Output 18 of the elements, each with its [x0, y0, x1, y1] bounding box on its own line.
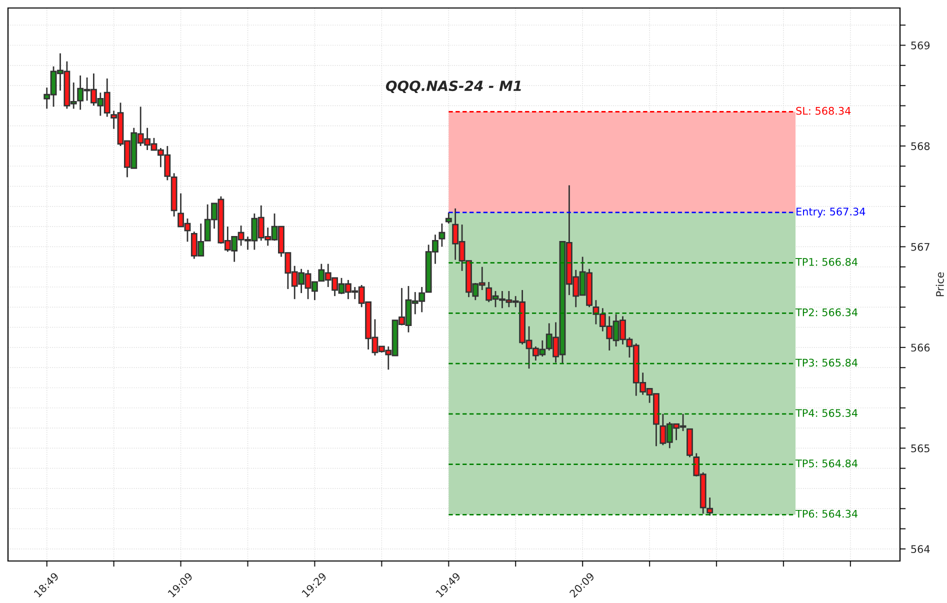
y-tick-label: 565 — [911, 444, 930, 452]
y-tick-label: 564 — [911, 545, 930, 554]
y-axis-title: Price — [936, 272, 944, 296]
series-label: TP6: 564.34 — [796, 510, 858, 518]
series-label: TP2: 566.34 — [796, 308, 858, 316]
y-tick-label: 567 — [911, 242, 930, 251]
series-label: TP5: 564.84 — [796, 459, 858, 468]
series-label: TP3: 565.84 — [796, 358, 858, 367]
y-tick-label: 568 — [911, 142, 930, 150]
candlestick — [445, 212, 452, 224]
y-tick-label: 569 — [911, 41, 930, 50]
series-label: TP1: 566.84 — [796, 258, 858, 266]
candlestick — [438, 222, 446, 248]
series-label: SL: 568.34 — [796, 106, 851, 115]
series-label: TP4: 565.34 — [796, 409, 858, 417]
text: QQQ.NAS-24 - M1 — [386, 80, 521, 93]
series-label: Entry: 567.34 — [796, 208, 866, 218]
y-tick-label: 566 — [911, 344, 930, 352]
